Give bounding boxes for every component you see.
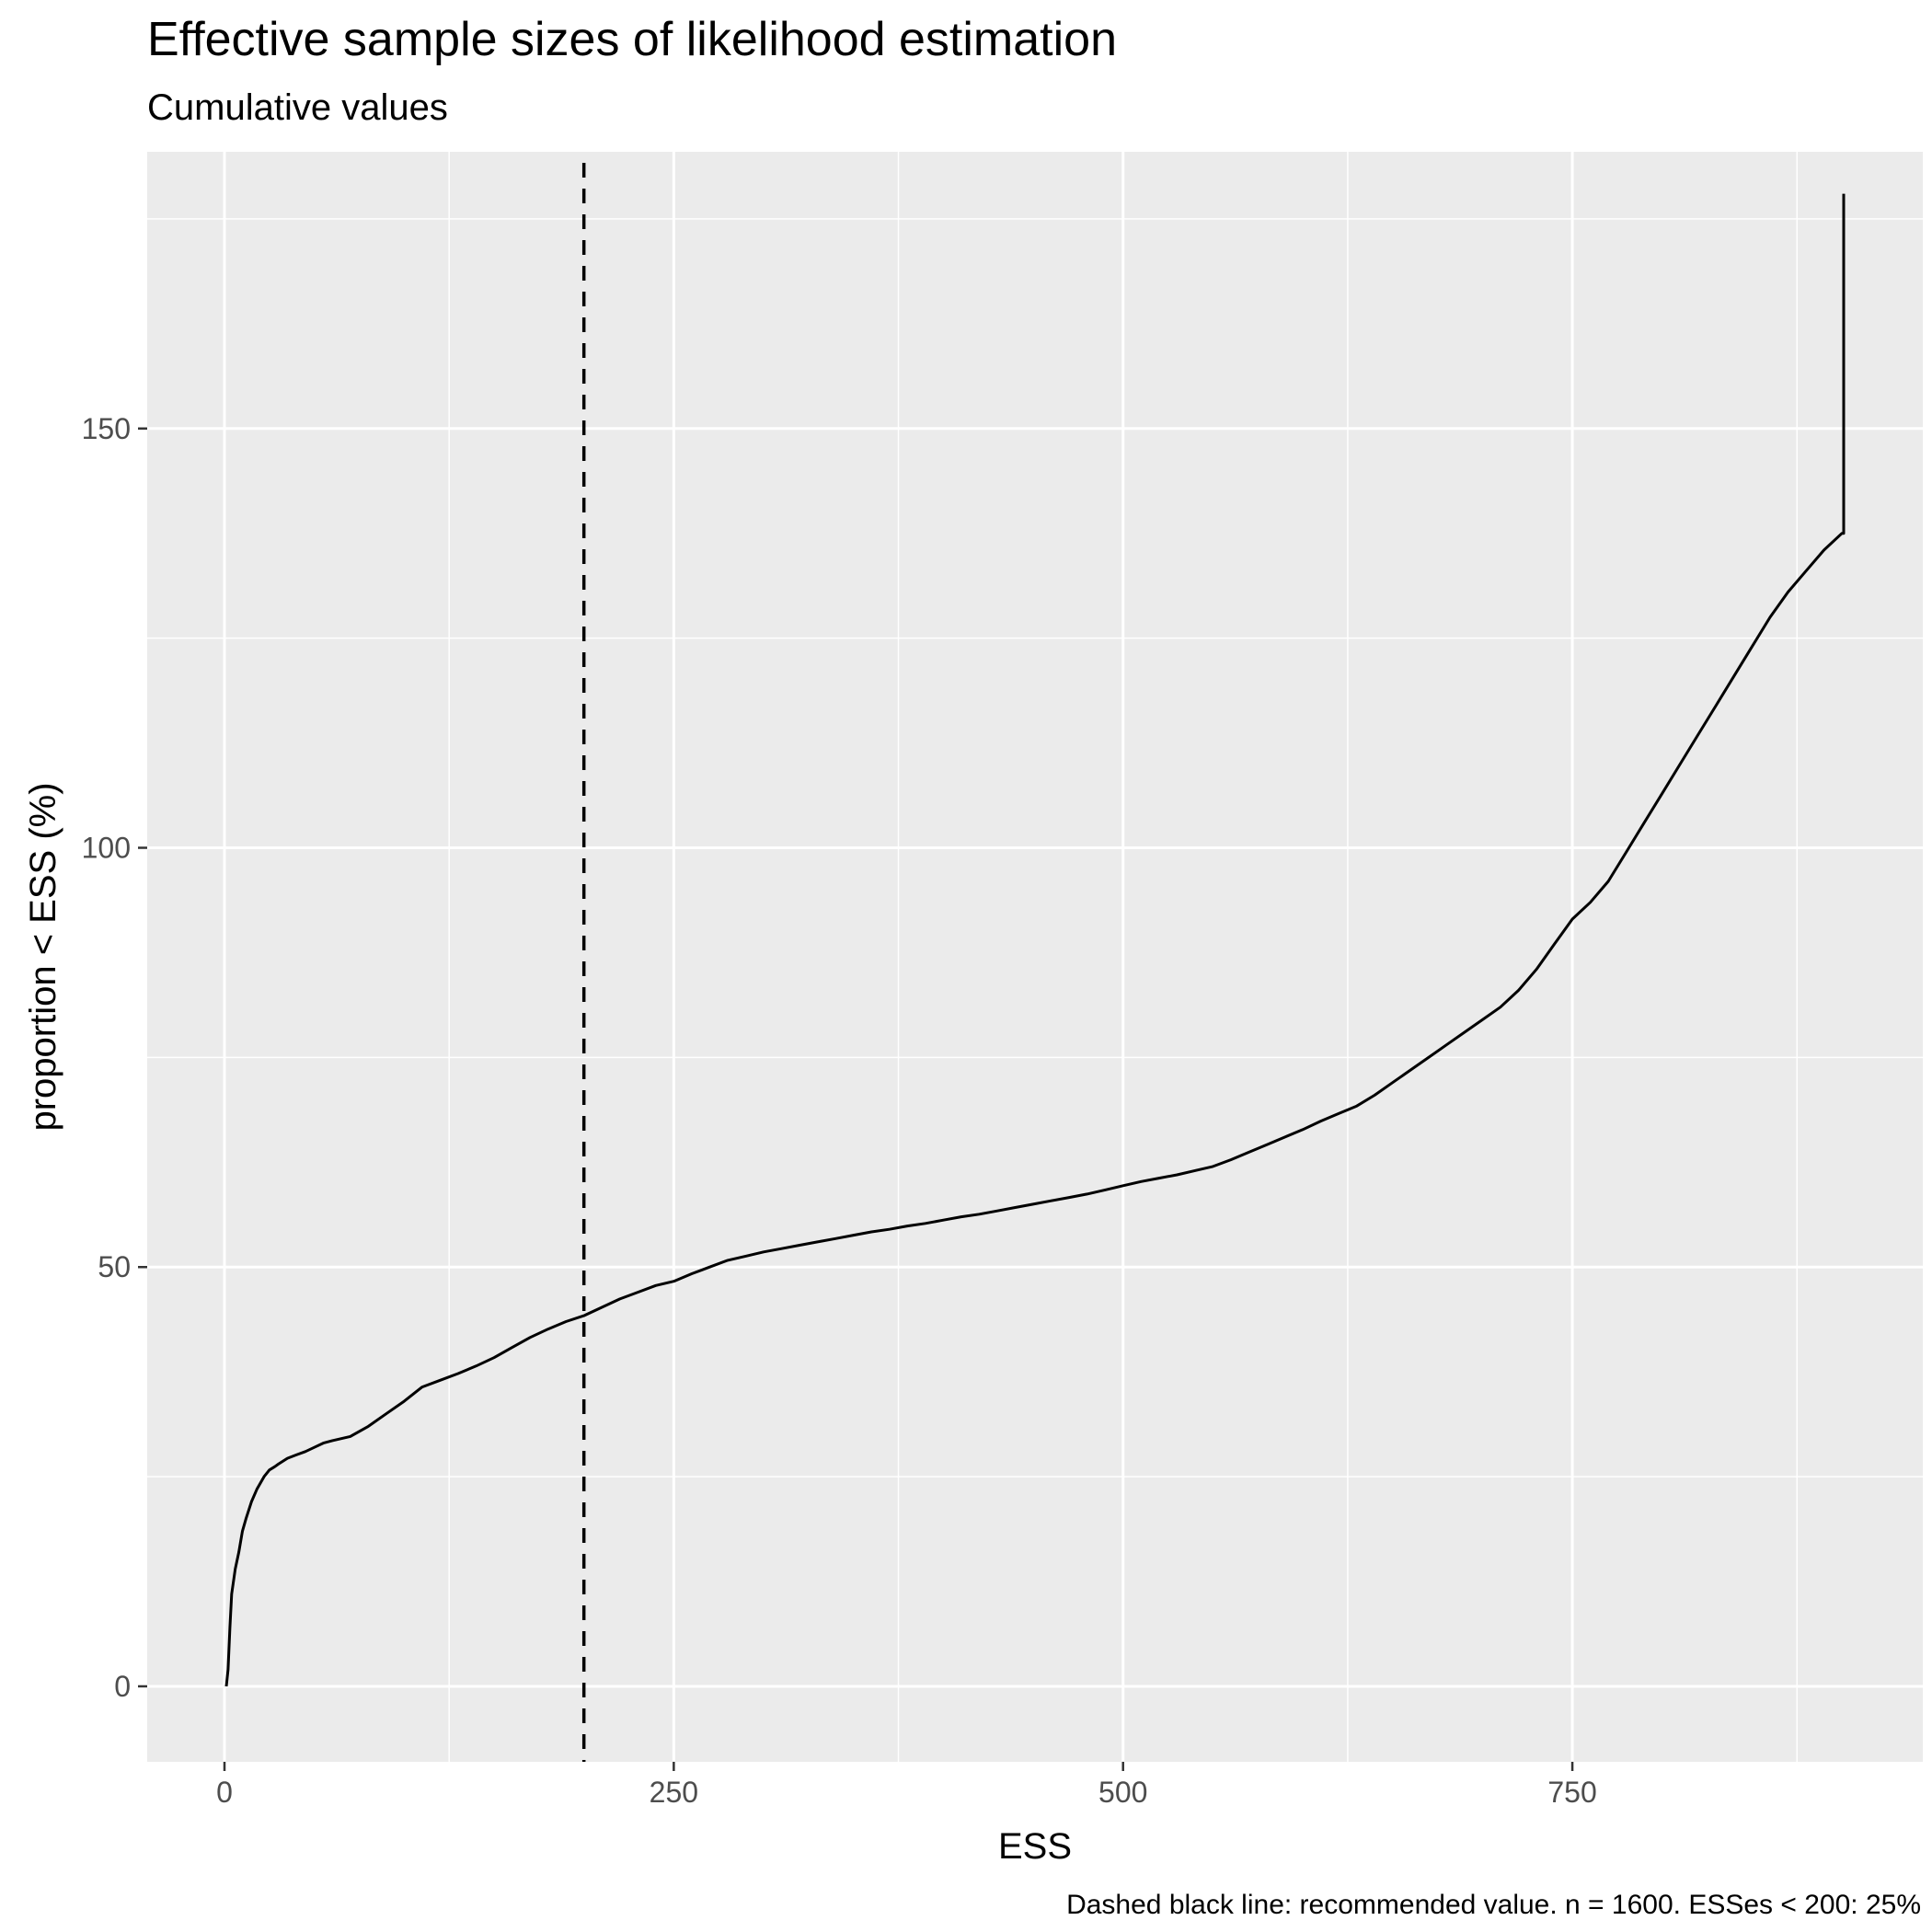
x-tick-label: 500 — [1098, 1776, 1147, 1809]
x-tick-label: 0 — [216, 1776, 233, 1809]
y-tick-label: 50 — [98, 1250, 131, 1283]
series-line — [224, 193, 1846, 1687]
y-axis: 0 50 100 150 — [82, 412, 147, 1703]
x-axis-title: ESS — [998, 1826, 1072, 1867]
x-tick-label: 250 — [650, 1776, 698, 1809]
y-tick-label: 0 — [114, 1670, 131, 1703]
chart-subtitle: Cumulative values — [147, 87, 448, 128]
y-tick-label: 100 — [82, 832, 131, 865]
major-gridlines — [147, 152, 1923, 1762]
x-axis: 0 250 500 750 — [216, 1762, 1597, 1809]
series-layer — [224, 193, 1846, 1687]
caption: Dashed black line: recommended value. n … — [1066, 1890, 1921, 1920]
chart-title: Effective sample sizes of likelihood est… — [147, 13, 1117, 66]
y-tick-label: 150 — [82, 412, 131, 445]
y-axis-title: proportion < ESS (%) — [23, 782, 63, 1131]
minor-gridlines — [147, 152, 1923, 1762]
plot-panel — [147, 152, 1923, 1762]
x-tick-label: 750 — [1547, 1776, 1596, 1809]
